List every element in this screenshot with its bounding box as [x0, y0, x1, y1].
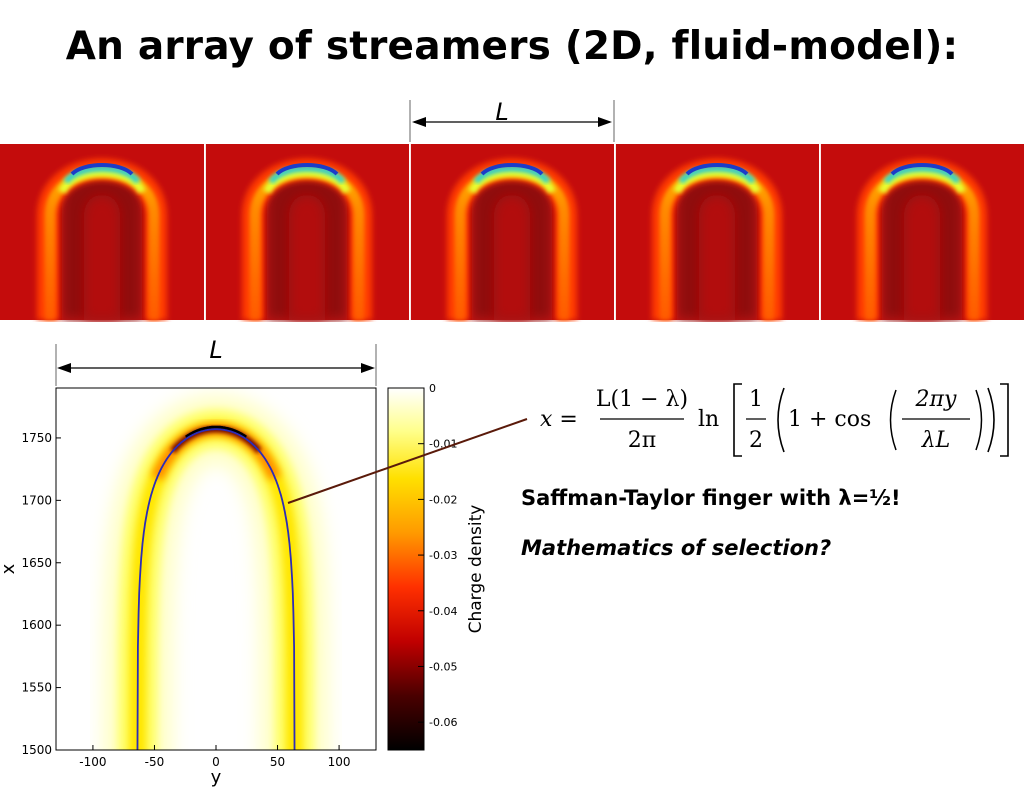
colorbar-label: Charge density — [466, 505, 486, 634]
period-marker-top: L — [409, 98, 615, 142]
x-tick-label: 100 — [328, 755, 351, 769]
y-tick-label: 1550 — [21, 681, 52, 695]
y-axis-label: x — [0, 563, 19, 574]
panel-separators — [204, 144, 821, 320]
y-tick-label: 1650 — [21, 556, 52, 570]
formula-half-num: 1 — [749, 387, 763, 412]
x-axis: -100 -50 0 50 100 — [79, 745, 351, 769]
period-marker-plot: L — [55, 336, 377, 386]
formula-arg-den: λL — [921, 428, 951, 453]
streamer-array-strip: L — [0, 98, 1024, 322]
x-axis-label: y — [211, 767, 222, 788]
y-tick-label: 1600 — [21, 618, 52, 632]
formula-one-plus-cos: 1 + cos — [788, 407, 871, 432]
colorbar-ticks: 0 -0.01 -0.02 -0.03 -0.04 -0.05 -0.06 — [418, 382, 457, 729]
y-axis: 1500 1550 1600 1650 1700 1750 — [21, 431, 61, 757]
colorbar — [387, 387, 425, 751]
saffman-taylor-formula: x = L(1 − λ) 2π ln 1 2 1 + cos 2πy λL — [540, 383, 1009, 457]
formula-lhs: x = — [540, 407, 578, 432]
note-mathematics: Mathematics of selection? — [521, 536, 832, 560]
x-tick-label: 0 — [212, 755, 220, 769]
formula-den: 2π — [628, 428, 656, 453]
period-label-top: L — [495, 98, 508, 126]
x-tick-label: -100 — [79, 755, 106, 769]
slide-title: An array of streamers (2D, fluid-model): — [65, 24, 959, 69]
saffman-taylor-curve — [136, 428, 296, 750]
colorbar-tick-label: -0.05 — [429, 660, 457, 673]
colorbar-tick-label: -0.06 — [429, 716, 457, 729]
formula-ln: ln — [698, 407, 719, 432]
formula-half-den: 2 — [749, 428, 763, 453]
note-saffman-taylor: Saffman-Taylor finger with λ=½! — [521, 486, 901, 510]
y-tick-label: 1750 — [21, 431, 52, 445]
x-tick-label: -50 — [145, 755, 165, 769]
colorbar-tick-label: 0 — [429, 382, 436, 395]
formula-arg-num: 2πy — [915, 387, 957, 412]
formula-num: L(1 − λ) — [596, 387, 688, 412]
charge-density-plot: L -100 -50 0 50 100 1500 1550 1600 1650 1700 1750… — [0, 336, 486, 788]
y-tick-label: 1700 — [21, 493, 52, 507]
x-tick-label: 50 — [270, 755, 285, 769]
colorbar-tick-label: -0.03 — [429, 549, 457, 562]
colorbar-tick-label: -0.04 — [429, 605, 457, 618]
heatmap-field — [56, 388, 376, 750]
period-label-plot: L — [209, 336, 222, 364]
colorbar-tick-label: -0.02 — [429, 493, 457, 506]
colorbar-tick-label: -0.01 — [429, 438, 457, 451]
y-tick-label: 1500 — [21, 743, 52, 757]
